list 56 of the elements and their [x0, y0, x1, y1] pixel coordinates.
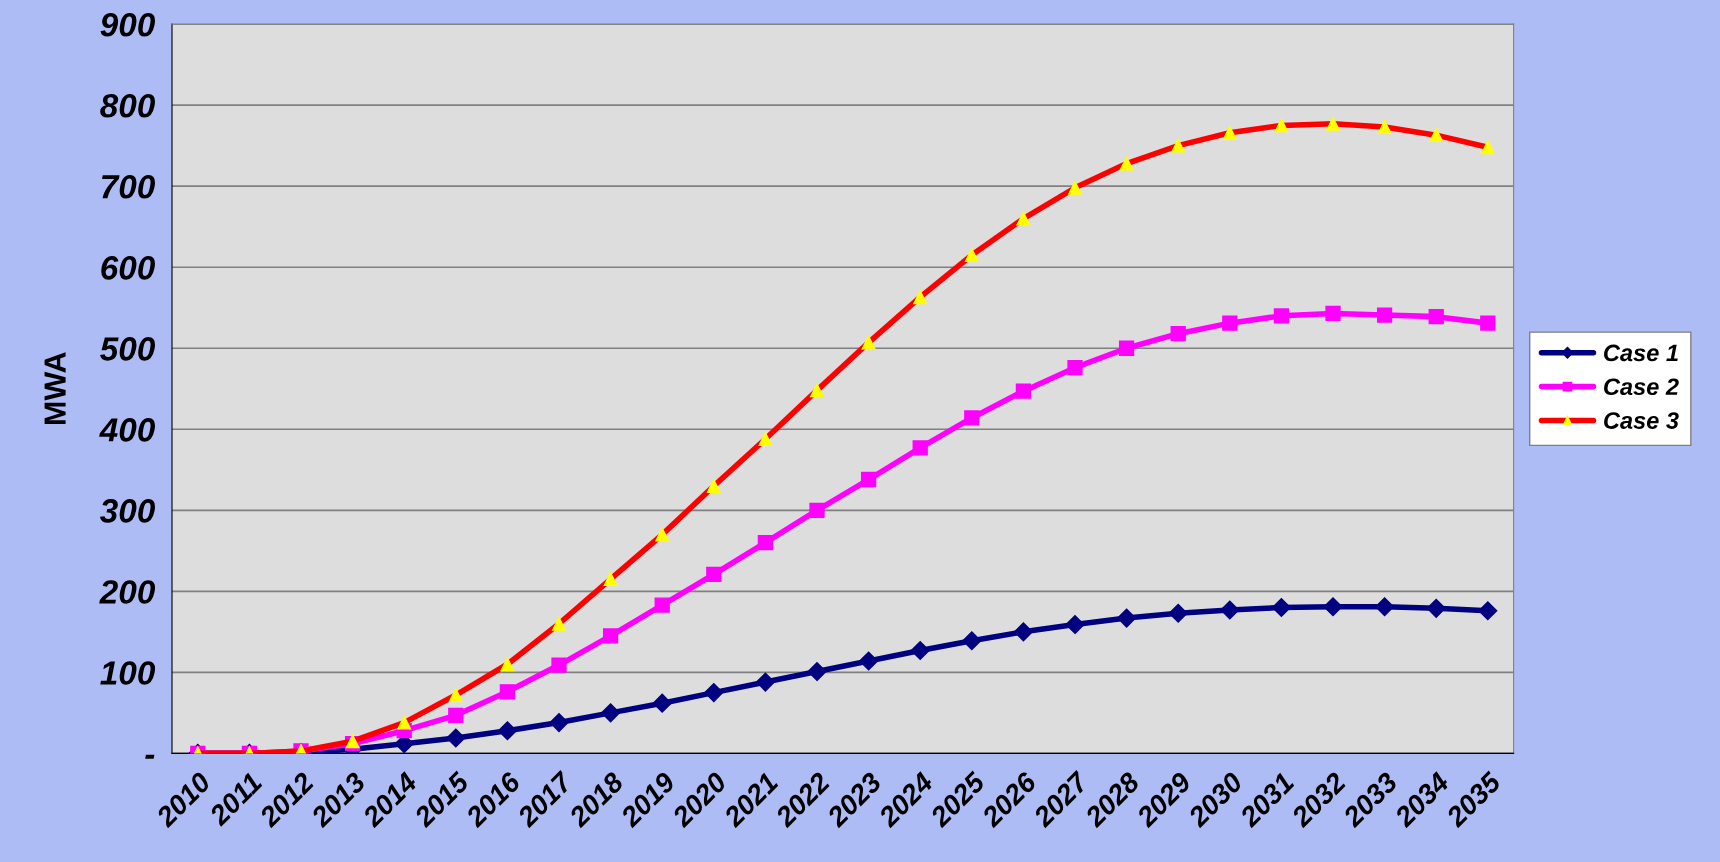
- legend-label: Case 2: [1604, 378, 1679, 396]
- y-tick-label: 900: [100, 12, 156, 37]
- point: [755, 672, 775, 692]
- point: [1222, 315, 1238, 331]
- y-tick-label: 500: [100, 337, 156, 361]
- y-tick-label: 100: [100, 661, 156, 685]
- point: [551, 657, 567, 673]
- point: [860, 471, 877, 488]
- point: [1426, 598, 1446, 618]
- point: [1220, 600, 1240, 620]
- point: [1376, 307, 1393, 323]
- point: [1375, 597, 1395, 617]
- y-tick-label: 400: [99, 418, 156, 442]
- y-tick-label: 800: [100, 93, 156, 118]
- point: [497, 721, 517, 741]
- point: [1170, 326, 1186, 342]
- point: [706, 566, 722, 582]
- point: [1480, 315, 1496, 331]
- point: [1271, 598, 1291, 618]
- point: [757, 535, 774, 551]
- point: [448, 707, 464, 723]
- legend-label: Case 3: [1604, 412, 1679, 429]
- point: [549, 713, 569, 733]
- point: [1428, 309, 1444, 325]
- point: [1065, 615, 1085, 635]
- point: [446, 728, 466, 748]
- legend-label: Case 1: [1604, 344, 1678, 362]
- point: [1325, 305, 1341, 322]
- point: [807, 662, 827, 682]
- y-tick-label: -: [145, 754, 155, 759]
- point: [1168, 603, 1188, 623]
- point: [601, 703, 621, 723]
- y-tick-label: 300: [99, 499, 156, 523]
- point: [1323, 597, 1343, 617]
- point: [809, 502, 825, 518]
- y-tick-label: 600: [101, 256, 156, 280]
- point: [1118, 340, 1135, 356]
- point: [704, 683, 724, 703]
- point: [499, 684, 516, 700]
- point: [912, 440, 928, 456]
- point: [1273, 308, 1290, 324]
- point: [859, 651, 879, 671]
- point: [1013, 622, 1033, 642]
- point: [654, 597, 670, 613]
- point: [964, 410, 980, 426]
- point: [602, 628, 619, 644]
- point: [652, 693, 672, 713]
- point: [962, 631, 982, 651]
- y-tick-label: 700: [102, 174, 156, 199]
- y-axis-title: MWA: [44, 352, 66, 425]
- point: [1067, 360, 1083, 376]
- point: [910, 640, 930, 661]
- point: [1015, 383, 1032, 399]
- point: [1117, 608, 1137, 628]
- y-tick-label: 200: [99, 580, 156, 604]
- point: [1478, 601, 1498, 621]
